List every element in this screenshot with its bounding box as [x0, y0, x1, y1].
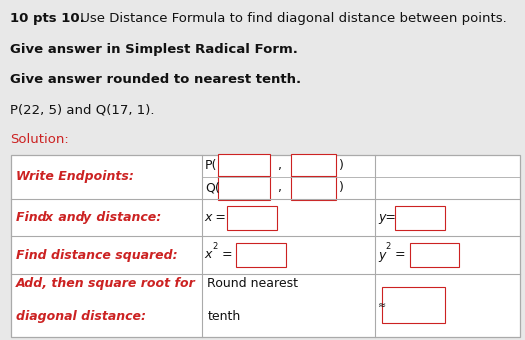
Bar [410, 243, 459, 267]
Text: P(: P( [205, 159, 217, 172]
Text: 2: 2 [386, 242, 391, 251]
Bar [227, 206, 277, 230]
Bar [10, 155, 520, 337]
Text: ,: , [278, 159, 282, 172]
Bar [236, 243, 286, 267]
Text: P(22, 5) and Q(17, 1).: P(22, 5) and Q(17, 1). [10, 104, 155, 117]
Text: tenth: tenth [207, 310, 240, 323]
Text: x =: x = [205, 211, 230, 224]
Text: Find distance squared:: Find distance squared: [16, 249, 177, 261]
Bar [382, 287, 445, 323]
Bar [218, 176, 270, 200]
Text: distance:: distance: [92, 211, 161, 224]
Text: and: and [54, 211, 89, 224]
Text: =: = [391, 249, 410, 261]
Bar [218, 154, 270, 178]
Bar [291, 176, 336, 200]
Text: diagonal distance:: diagonal distance: [16, 310, 146, 323]
Text: x: x [205, 249, 212, 261]
Bar [291, 154, 336, 178]
Text: Use Distance Formula to find diagonal distance between points.: Use Distance Formula to find diagonal di… [76, 12, 507, 25]
Text: ): ) [339, 159, 343, 172]
Text: Give answer rounded to nearest tenth.: Give answer rounded to nearest tenth. [10, 73, 302, 86]
Text: Give answer in Simplest Radical Form.: Give answer in Simplest Radical Form. [10, 42, 298, 55]
Text: Find: Find [16, 211, 51, 224]
Text: y: y [378, 249, 385, 261]
Text: Solution:: Solution: [10, 133, 69, 146]
Text: 2: 2 [213, 242, 218, 251]
Text: ): ) [339, 181, 343, 194]
Text: ,: , [278, 181, 282, 194]
Text: Add, then square root for: Add, then square root for [16, 277, 195, 290]
Text: y: y [83, 211, 91, 224]
Text: ≈: ≈ [378, 300, 386, 310]
Text: Round nearest: Round nearest [207, 277, 298, 290]
Text: x: x [45, 211, 52, 224]
Text: =: = [218, 249, 236, 261]
Text: Q(: Q( [205, 181, 219, 194]
Text: y=: y= [378, 211, 396, 224]
Text: 10 pts 10.: 10 pts 10. [10, 12, 85, 25]
Text: Write Endpoints:: Write Endpoints: [16, 170, 134, 183]
Bar [395, 206, 445, 230]
